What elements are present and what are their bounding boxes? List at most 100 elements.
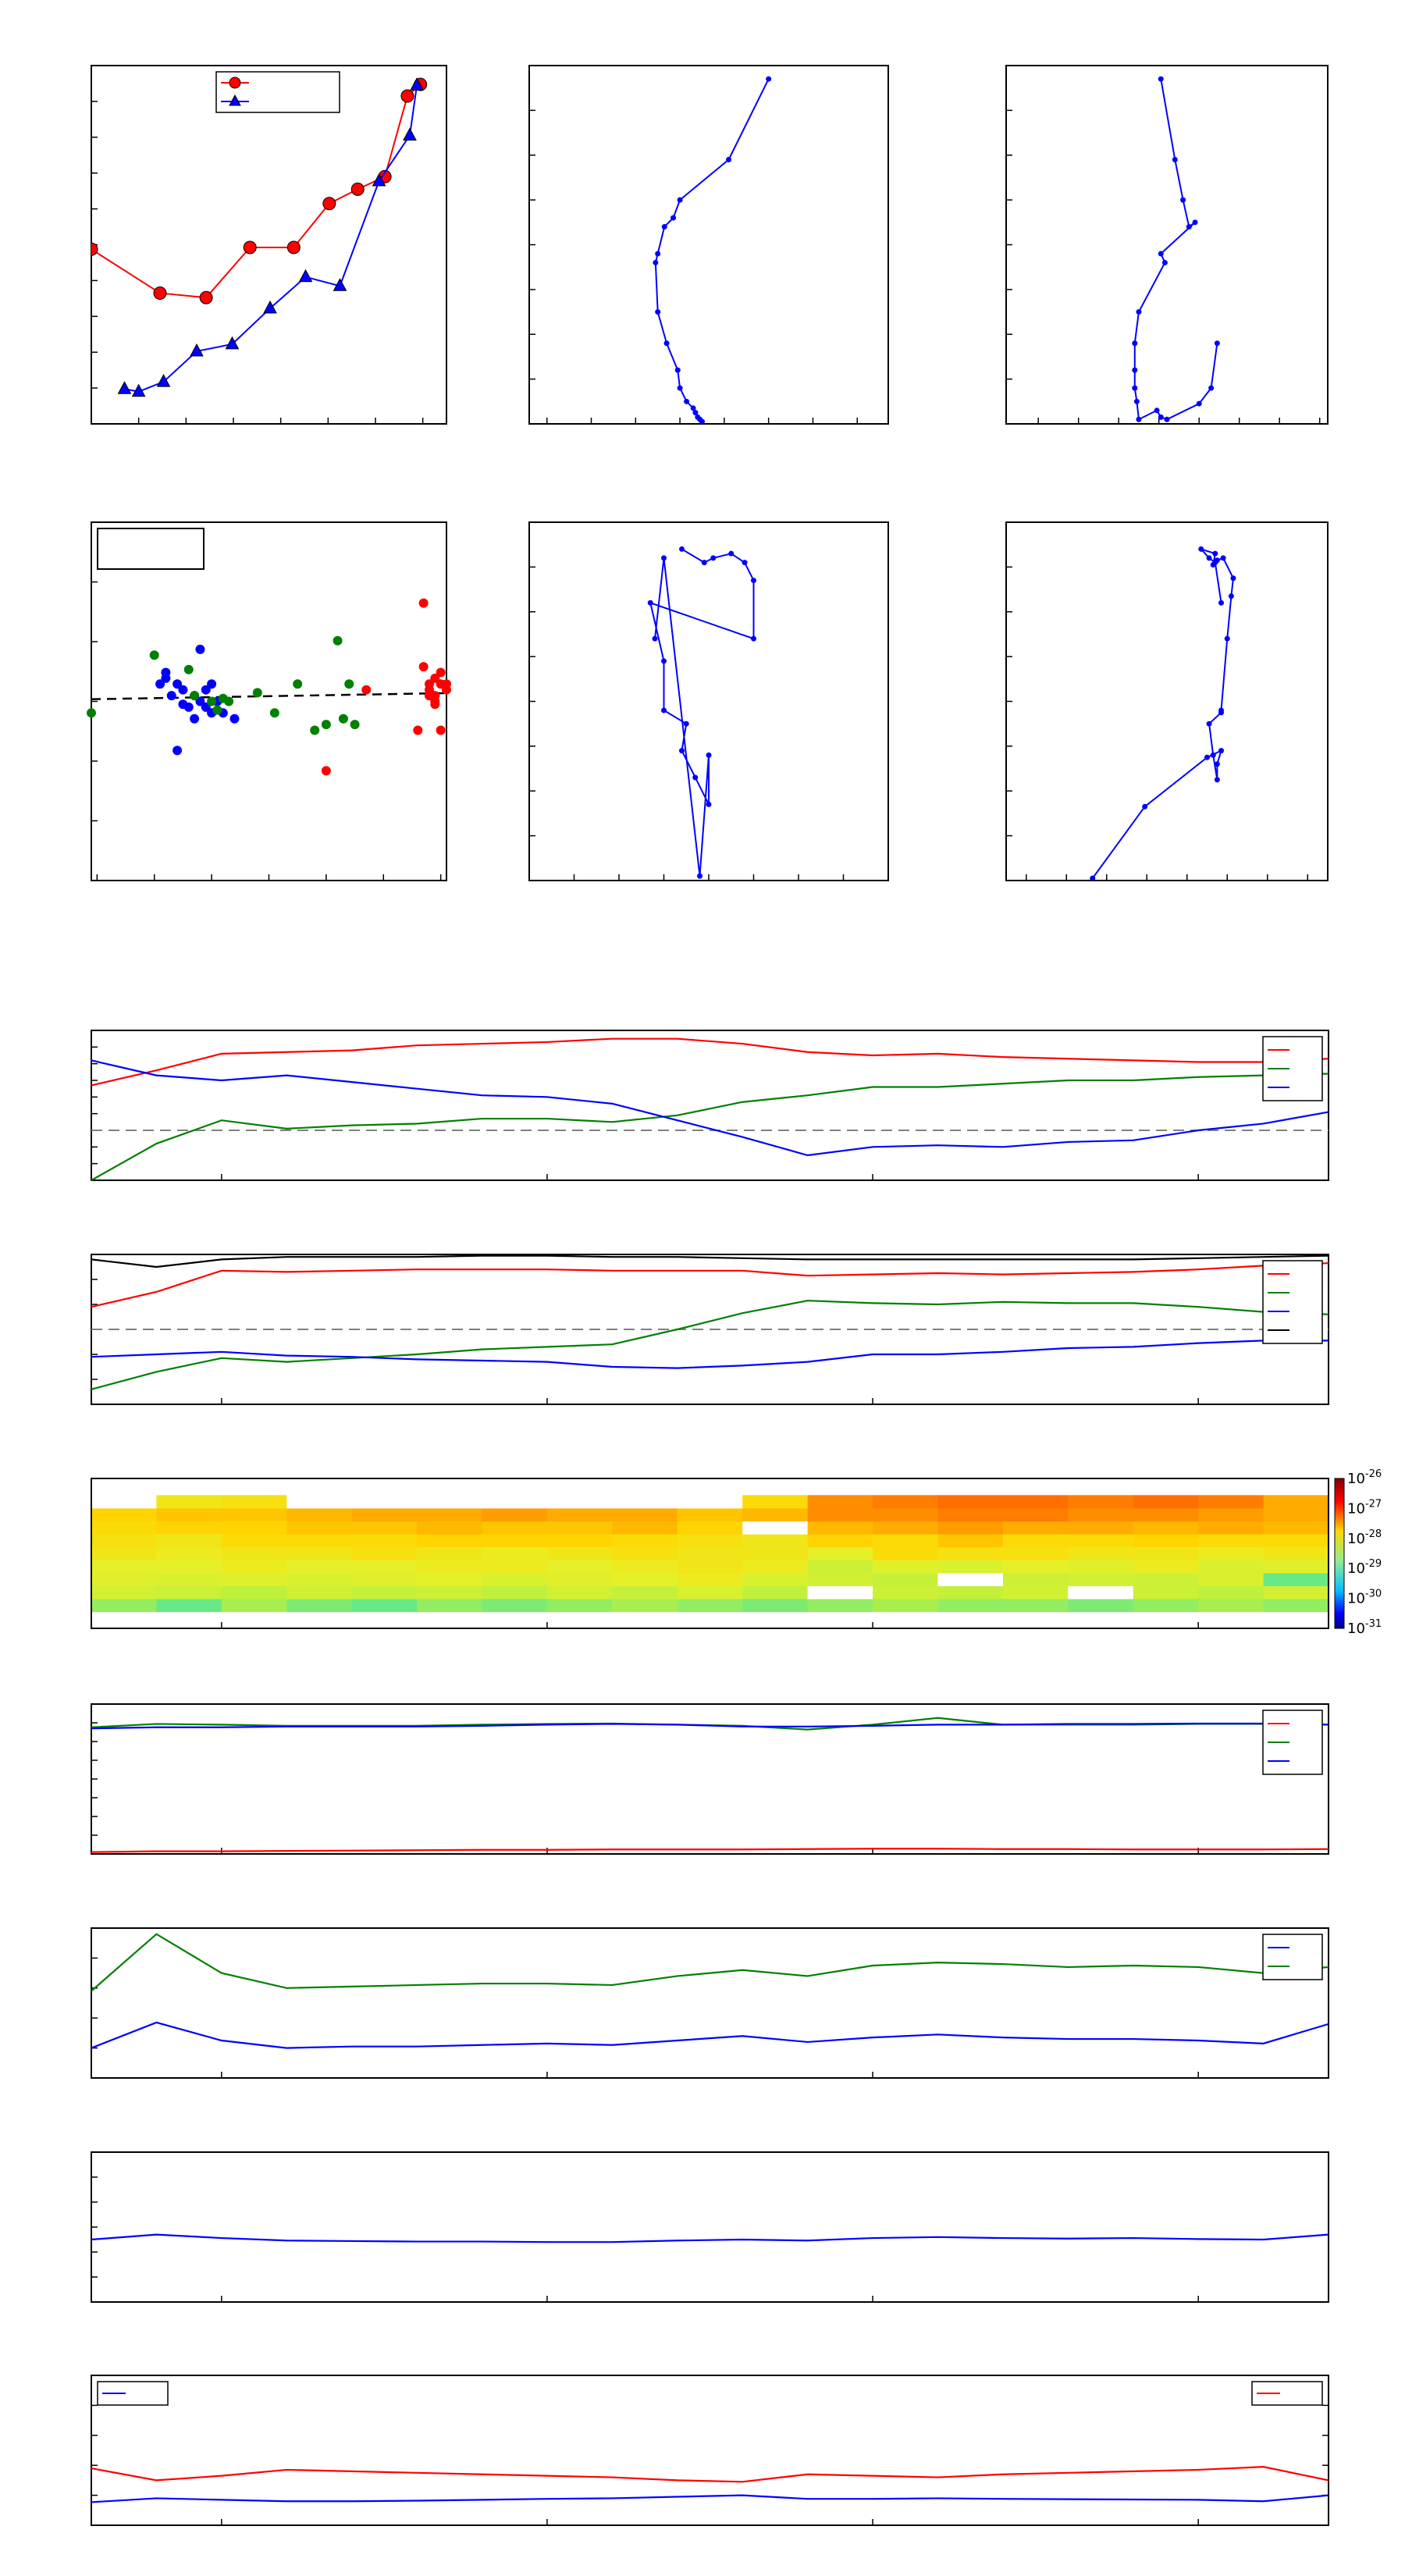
pad-heatmap-cell — [546, 1534, 613, 1548]
tp-series-0 — [91, 77, 428, 304]
pad-heatmap-cell — [1068, 1572, 1134, 1586]
walen-scatter-point — [344, 679, 354, 689]
pad-heatmap-cell — [91, 1585, 157, 1599]
pad-heatmap-cell — [677, 1572, 743, 1586]
h4-point-dot — [1214, 761, 1220, 767]
np-series-0 — [91, 2233, 1329, 2243]
beta-series-βp — [91, 2021, 1329, 2049]
h2-point-dot — [1214, 340, 1220, 347]
h1-point-dot — [766, 76, 772, 82]
beta-legend-box — [1262, 1934, 1323, 1980]
pad-heatmap-cell — [612, 1507, 678, 1522]
walen-scatter-point — [310, 725, 320, 735]
pad-heatmap-cell — [286, 1599, 353, 1613]
pad-heatmap-cell — [873, 1521, 938, 1535]
h3-point-dot — [652, 635, 658, 642]
walen-scatter-point — [155, 679, 165, 689]
walen-scatter-point — [201, 685, 211, 695]
h1-frame — [528, 65, 889, 425]
pad-heatmap-cell — [742, 1521, 809, 1535]
walen-scatter-point — [252, 688, 262, 698]
pad-heatmap-cell — [1068, 1521, 1134, 1535]
h2-point-dot — [1180, 197, 1186, 203]
h1-point-dot — [674, 367, 681, 373]
pad-frame-top — [91, 1478, 1329, 1629]
pad-colorbar-base: 10 — [1347, 1500, 1365, 1517]
h2-point-dot — [1154, 407, 1160, 414]
pad-heatmap-cell — [417, 1521, 483, 1535]
bgse-series-Bx — [91, 1037, 1329, 1087]
pad-heatmap-cell — [482, 1534, 548, 1548]
pad-heatmap-cell — [807, 1572, 873, 1586]
pad-heatmap-cell — [286, 1585, 353, 1599]
pad-heatmap-cell — [286, 1546, 353, 1560]
pad-heatmap-cell — [937, 1599, 1004, 1613]
pad-heatmap-cell — [937, 1560, 1004, 1574]
pad-heatmap-cell — [807, 1534, 873, 1548]
pad-heatmap-cell — [1263, 1507, 1329, 1522]
pad-heatmap-cell — [1263, 1534, 1329, 1548]
pad-heatmap-cell — [1133, 1599, 1199, 1613]
pad-colorbar-base: 10 — [1347, 1591, 1365, 1607]
pad-heatmap-cell — [677, 1495, 743, 1509]
pad-heatmap-cell — [286, 1572, 353, 1586]
h1-point-dot — [677, 385, 683, 391]
h1-point-dot — [663, 340, 670, 347]
bfr-series-By' — [91, 1300, 1329, 1390]
walen-scatter-point — [333, 635, 343, 646]
walen-annotation — [97, 528, 205, 570]
pad-heatmap-cell — [351, 1534, 418, 1548]
h2-point-dot — [1132, 340, 1138, 347]
pad-heatmap-cell — [873, 1534, 938, 1548]
pad-heatmap-cell — [807, 1507, 873, 1522]
h3-point-dot — [742, 560, 748, 566]
h4-point-dot — [1210, 752, 1216, 758]
h3-point-dot — [701, 560, 707, 566]
pad-heatmap-cell — [1068, 1507, 1134, 1522]
pad-colorbar-exponent: -31 — [1365, 1618, 1382, 1630]
h3-point-dot — [751, 635, 756, 642]
h4-point-dot — [1214, 777, 1220, 783]
pad-colorbar-label: 10-31 — [1347, 1618, 1382, 1637]
pad-colorbar-exponent: -29 — [1365, 1558, 1382, 1570]
pad-heatmap-cell — [1133, 1495, 1199, 1509]
h4-point-dot — [1198, 546, 1204, 552]
pad-heatmap-cell — [1068, 1560, 1134, 1574]
pad-heatmap-cell — [1133, 1534, 1199, 1548]
pad-heatmap-cell — [1133, 1572, 1199, 1586]
walen-scatter-point — [212, 705, 222, 715]
tp-point-marker — [322, 197, 336, 211]
tp-point-marker — [263, 300, 277, 314]
h1-point-dot — [670, 215, 677, 221]
tp-point-marker — [117, 381, 132, 394]
walen-fit-line — [91, 692, 447, 700]
pad-heatmap-cell — [677, 1546, 743, 1560]
h2-point-dot — [1172, 156, 1178, 162]
walen-scatter-point — [436, 667, 446, 678]
pad-heatmap-cell — [156, 1507, 222, 1522]
np-frame — [91, 2151, 1329, 2303]
h3-point-dot — [692, 774, 699, 781]
tp-point-marker — [156, 374, 171, 387]
walen-scatter-point — [350, 720, 360, 730]
h3-point-dot — [661, 707, 667, 713]
pad-heatmap-cell — [91, 1521, 157, 1535]
pad-heatmap-cell — [221, 1546, 287, 1560]
pad-heatmap-cell — [221, 1534, 287, 1548]
bfr-series-|B| — [91, 1254, 1329, 1268]
pad-heatmap-cell — [807, 1585, 873, 1599]
bgse-panel — [91, 1030, 1329, 1181]
h2-frame — [1005, 65, 1329, 425]
h4-point-dot — [1220, 555, 1226, 561]
np-panel — [91, 2151, 1329, 2303]
h3-point-dot — [661, 658, 667, 664]
tp-panel — [91, 65, 447, 425]
pad-heatmap-cell — [1002, 1495, 1069, 1509]
pad-heatmap-cell — [612, 1495, 678, 1509]
pad-heatmap-cell — [612, 1560, 678, 1574]
pad-heatmap-cell — [1198, 1546, 1264, 1560]
pad-heatmap-cell — [937, 1546, 1004, 1560]
pad-heatmap-cell — [286, 1534, 353, 1548]
pad-heatmap-cell — [937, 1585, 1004, 1599]
pad-heatmap-cell — [546, 1521, 613, 1535]
